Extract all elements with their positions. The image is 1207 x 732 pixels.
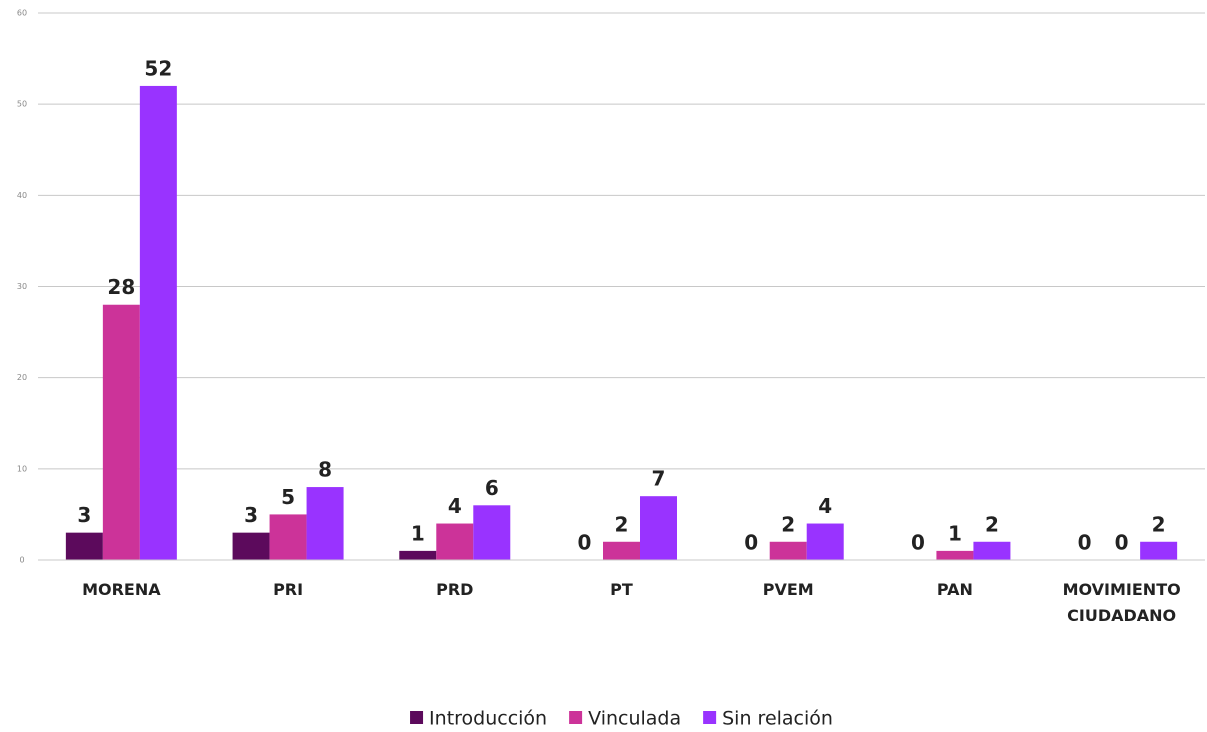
data-label: 3	[244, 503, 258, 527]
data-label: 0	[1078, 531, 1092, 555]
bar	[973, 541, 1011, 560]
bar	[640, 496, 677, 560]
bar	[399, 550, 437, 560]
bar	[603, 541, 640, 560]
x-tick-label: MORENA	[82, 580, 161, 599]
bar	[306, 487, 344, 560]
legend-swatch	[703, 711, 717, 724]
data-label: 2	[615, 512, 629, 536]
x-tick-label: MOVIMIENTO CIUDADANO	[1062, 580, 1181, 625]
legend-swatch	[569, 711, 583, 724]
data-label: 28	[107, 275, 135, 299]
legend-label: Vinculada	[588, 708, 681, 730]
bar	[769, 541, 807, 560]
legend-swatch	[410, 711, 424, 724]
data-label: 2	[985, 512, 999, 536]
data-label: 4	[448, 494, 462, 518]
data-label: 1	[948, 521, 962, 545]
y-tick-label: 0	[19, 556, 24, 565]
data-label: 52	[144, 56, 172, 80]
bar	[1140, 541, 1178, 560]
bar	[102, 304, 140, 560]
bar	[473, 505, 511, 560]
data-label: 7	[652, 467, 666, 491]
x-tick-label: PAN	[936, 580, 973, 599]
data-label: 0	[911, 531, 925, 555]
x-tick-label: PT	[610, 580, 633, 599]
data-label: 2	[1152, 512, 1166, 536]
bar	[139, 85, 177, 560]
data-label: 6	[485, 476, 499, 500]
data-label: 5	[281, 485, 295, 509]
data-label: 2	[781, 512, 795, 536]
bar	[232, 532, 270, 560]
data-label: 3	[77, 503, 91, 527]
y-tick-label: 30	[17, 282, 27, 291]
y-tick-label: 50	[17, 100, 27, 109]
data-label: 8	[318, 458, 332, 482]
bar	[936, 550, 974, 560]
x-tick-label: PRD	[436, 580, 474, 599]
y-tick-label: 60	[17, 9, 27, 18]
bar	[806, 523, 844, 560]
data-label: 0	[1115, 531, 1129, 555]
data-label: 4	[818, 494, 832, 518]
data-label: 0	[578, 531, 592, 555]
x-tick-label: PRI	[273, 580, 304, 599]
bar	[436, 523, 474, 560]
x-tick-label: PVEM	[762, 580, 814, 599]
legend-label: Sin relación	[722, 708, 833, 730]
legend-label: Introducción	[429, 708, 547, 730]
y-tick-label: 40	[17, 191, 27, 200]
y-tick-label: 20	[17, 373, 27, 382]
data-label: 1	[411, 521, 425, 545]
bar	[65, 532, 103, 560]
data-label: 0	[744, 531, 758, 555]
bar	[269, 514, 307, 560]
y-tick-label: 10	[17, 464, 27, 473]
